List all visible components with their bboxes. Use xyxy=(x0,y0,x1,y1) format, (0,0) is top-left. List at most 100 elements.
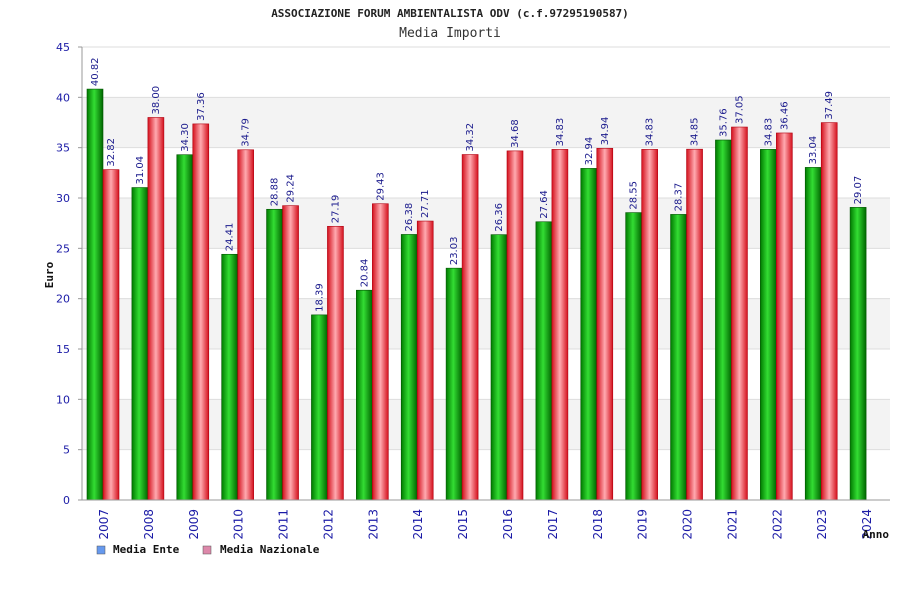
grid-bands xyxy=(82,47,890,500)
bar-media-ente-2024 xyxy=(849,207,867,501)
x-tick-label-2015: 2015 xyxy=(456,509,470,540)
x-tick-label-2012: 2012 xyxy=(321,509,335,540)
value-label-media-ente-2017: 27.64 xyxy=(539,190,550,219)
value-label-media-nazionale-2009: 37.36 xyxy=(196,92,207,121)
bar-media-ente-2011 xyxy=(266,208,283,501)
x-tick-label-2022: 2022 xyxy=(770,509,784,540)
y-tick-label: 35 xyxy=(56,142,70,155)
bar-media-ente-2019 xyxy=(625,212,642,501)
bar-media-ente-2020 xyxy=(670,214,687,501)
x-axis-label: Anno xyxy=(863,528,890,541)
bar-media-nazionale-2016 xyxy=(506,150,524,501)
bar-media-ente-2015 xyxy=(445,267,463,501)
x-tick-label-2024: 2024 xyxy=(860,509,874,540)
value-label-media-nazionale-2007: 32.82 xyxy=(106,138,117,167)
y-tick-label: 25 xyxy=(56,242,70,255)
value-label-media-nazionale-2023: 37.49 xyxy=(824,91,835,120)
value-label-media-nazionale-2016: 34.68 xyxy=(510,119,521,148)
bar-media-nazionale-2023 xyxy=(820,122,838,501)
value-label-media-nazionale-2013: 29.43 xyxy=(375,172,386,201)
x-tick-label-2013: 2013 xyxy=(366,509,380,540)
value-label-media-ente-2015: 23.03 xyxy=(449,237,460,266)
bars xyxy=(86,88,867,501)
bar-media-nazionale-2019 xyxy=(641,149,658,501)
x-tick-labels: 2007 2008 2009 2010 2011 2012 2013 2014 2015 2016… xyxy=(97,509,874,540)
bar-media-ente-2007 xyxy=(86,88,104,501)
bar-media-ente-2022 xyxy=(760,149,777,501)
x-tick-label-2007: 2007 xyxy=(97,509,111,540)
x-tick-label-2008: 2008 xyxy=(142,509,156,540)
bar-media-nazionale-2011 xyxy=(282,205,299,501)
y-tick-label: 20 xyxy=(56,293,70,306)
x-tick-label-2018: 2018 xyxy=(591,509,605,540)
value-label-media-nazionale-2020: 34.85 xyxy=(690,118,701,147)
bar-media-nazionale-2015 xyxy=(461,154,479,501)
grid-band xyxy=(82,248,890,299)
bar-media-ente-2021 xyxy=(715,139,732,501)
value-label-media-ente-2018: 32.94 xyxy=(584,137,595,166)
legend-label-media-nazionale: Media Nazionale xyxy=(220,543,320,556)
value-label-media-ente-2022: 34.83 xyxy=(763,118,774,147)
grid-band xyxy=(82,349,890,400)
y-tick-label: 0 xyxy=(63,494,70,507)
y-axis-label: Euro xyxy=(43,261,56,288)
bar-media-nazionale-2010 xyxy=(237,149,254,501)
bar-media-nazionale-2022 xyxy=(776,132,793,501)
value-label-media-nazionale-2014: 27.71 xyxy=(420,189,431,218)
y-tick-label: 10 xyxy=(56,393,70,406)
bar-media-ente-2023 xyxy=(804,167,822,501)
grid-band xyxy=(82,399,890,450)
value-label-media-ente-2016: 26.36 xyxy=(494,203,505,232)
bar-media-nazionale-2012 xyxy=(327,225,344,501)
value-label-media-nazionale-2012: 27.19 xyxy=(330,195,341,224)
grid-band xyxy=(82,47,890,98)
value-label-media-nazionale-2015: 34.32 xyxy=(465,123,476,152)
x-tick-label-2014: 2014 xyxy=(411,509,425,540)
bar-media-nazionale-2007 xyxy=(102,169,120,501)
value-label-media-ente-2021: 35.76 xyxy=(718,108,729,137)
grid-band xyxy=(82,298,890,349)
value-label-media-ente-2012: 18.39 xyxy=(314,283,325,312)
legend-swatch-media-nazionale xyxy=(202,545,212,555)
value-labels: 40.82 32.82 31.04 38.00 34.30 37.36 24.41 34.79… xyxy=(90,57,864,311)
bar-media-ente-2012 xyxy=(311,314,328,501)
x-tick-label-2023: 2023 xyxy=(815,509,829,540)
bar-media-nazionale-2013 xyxy=(372,203,389,501)
value-label-media-ente-2007: 40.82 xyxy=(90,57,101,86)
x-tick-label-2021: 2021 xyxy=(725,509,739,540)
y-tick-label: 40 xyxy=(56,91,70,104)
x-tick-label-2009: 2009 xyxy=(187,509,201,540)
bar-media-ente-2008 xyxy=(131,187,149,501)
y-tick-label: 45 xyxy=(56,41,70,54)
value-label-media-ente-2008: 31.04 xyxy=(135,156,146,185)
x-tick-label-2017: 2017 xyxy=(546,509,560,540)
bar-media-ente-2018 xyxy=(580,168,598,501)
y-tick-label: 15 xyxy=(56,343,70,356)
bar-media-nazionale-2009 xyxy=(192,123,210,501)
value-label-media-ente-2013: 20.84 xyxy=(359,259,370,288)
x-tick-label-2019: 2019 xyxy=(636,509,650,540)
value-label-media-nazionale-2010: 34.79 xyxy=(241,118,252,147)
y-tick-labels: 0 5 10 15 20 25 30 35 40 45 xyxy=(56,41,82,507)
legend-label-media-ente: Media Ente xyxy=(113,543,180,556)
grid-band xyxy=(82,198,890,249)
value-label-media-nazionale-2019: 34.83 xyxy=(645,118,656,147)
x-tick-label-2016: 2016 xyxy=(501,509,515,540)
chart-title: ASSOCIAZIONE FORUM AMBIENTALISTA ODV (c.… xyxy=(271,7,629,20)
value-label-media-nazionale-2017: 34.83 xyxy=(555,118,566,147)
value-label-media-ente-2009: 34.30 xyxy=(180,123,191,152)
value-label-media-ente-2011: 28.88 xyxy=(270,178,281,207)
x-tick-label-2011: 2011 xyxy=(277,509,291,540)
value-label-media-ente-2010: 24.41 xyxy=(225,223,236,252)
y-tick-label: 30 xyxy=(56,192,70,205)
grid-band xyxy=(82,97,890,148)
y-tick-label: 5 xyxy=(63,444,70,457)
grid-band xyxy=(82,147,890,198)
bar-media-nazionale-2021 xyxy=(731,126,748,501)
bar-media-ente-2013 xyxy=(356,289,373,501)
bar-media-nazionale-2008 xyxy=(147,117,165,501)
value-label-media-nazionale-2018: 34.94 xyxy=(600,117,611,146)
bar-media-ente-2010 xyxy=(221,253,238,501)
value-label-media-nazionale-2008: 38.00 xyxy=(151,86,162,115)
